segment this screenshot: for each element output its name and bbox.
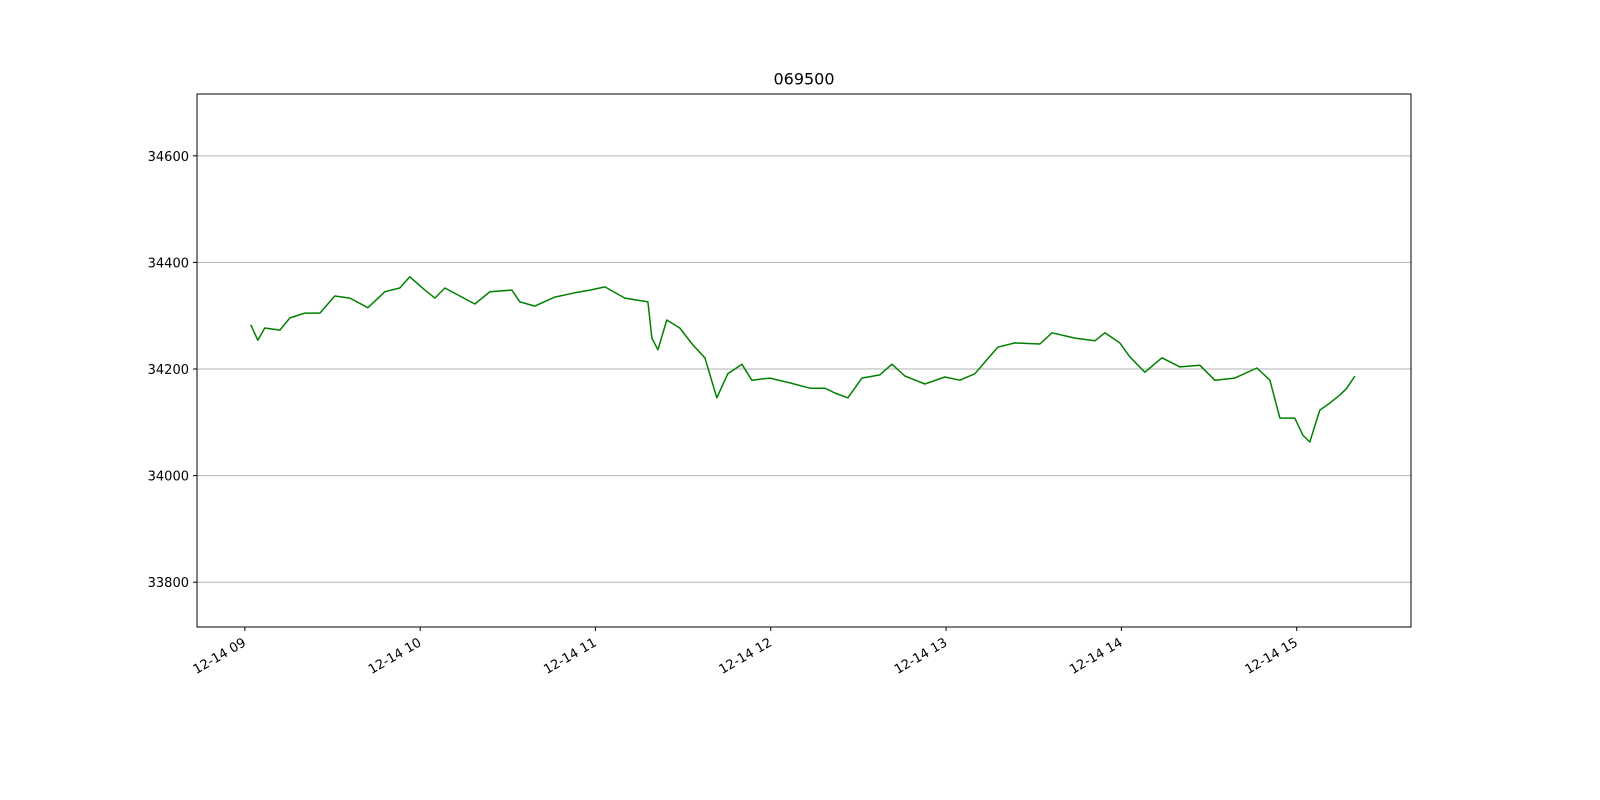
price-line bbox=[250, 276, 1356, 443]
y-tick-label: 33800 bbox=[148, 576, 189, 591]
x-tick-label: 12-14 14 bbox=[1067, 635, 1125, 677]
x-tick-label: 12-14 12 bbox=[717, 635, 775, 677]
x-tick-label: 12-14 09 bbox=[191, 635, 249, 677]
x-tick-label: 12-14 11 bbox=[541, 635, 599, 677]
y-tick-label: 34400 bbox=[148, 256, 189, 271]
x-tick-label: 12-14 15 bbox=[1243, 635, 1301, 677]
x-tick-label: 12-14 13 bbox=[892, 635, 950, 677]
y-tick-label: 34000 bbox=[148, 470, 189, 485]
y-tick-label: 34600 bbox=[148, 150, 189, 165]
x-tick-label: 12-14 10 bbox=[366, 635, 424, 677]
chart-title: 069500 bbox=[773, 70, 834, 89]
axes-frame bbox=[196, 93, 1412, 628]
y-tick-label: 34200 bbox=[148, 363, 189, 378]
